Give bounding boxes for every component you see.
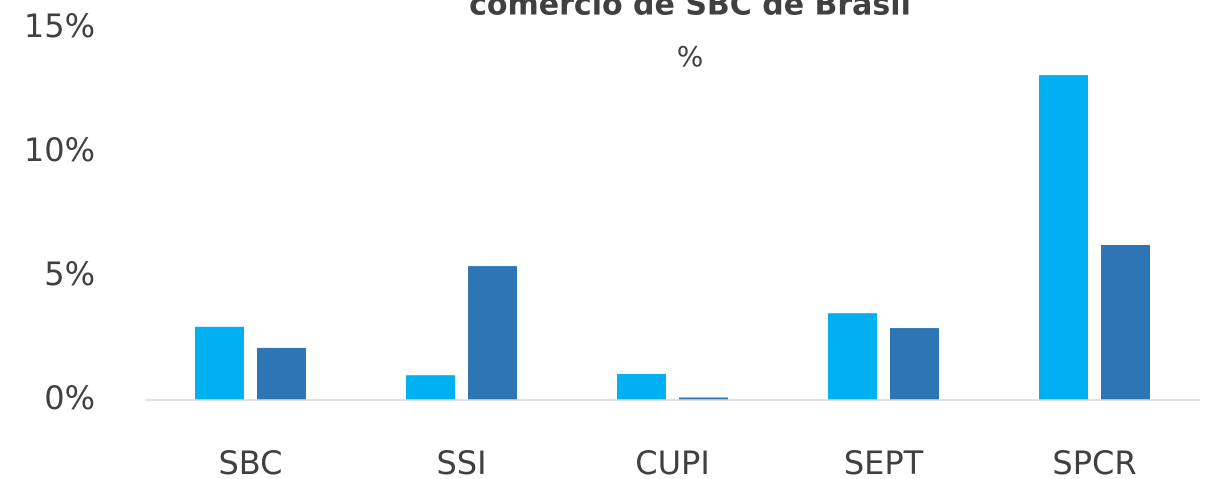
bar (828, 313, 877, 400)
y-tick-label: 15% (24, 7, 95, 45)
x-tick-label: SPCR (1052, 444, 1136, 479)
bar (195, 326, 244, 400)
chart-title: comercio de SBC de Brasil (469, 0, 911, 23)
bar (468, 266, 517, 400)
bar (257, 347, 306, 400)
x-tick-label: SSI (436, 444, 486, 479)
chart-subtitle: % (677, 40, 704, 73)
bar (1039, 75, 1088, 401)
bar (1101, 245, 1150, 400)
y-tick-label: 5% (44, 255, 95, 293)
x-tick-label: SEPT (844, 444, 924, 479)
bar (617, 373, 666, 400)
bar (890, 328, 939, 400)
y-tick-label: 0% (44, 379, 95, 417)
bar (679, 397, 728, 400)
x-tick-label: CUPI (635, 444, 710, 479)
bar (406, 375, 455, 400)
x-tick-label: SBC (218, 444, 282, 479)
y-tick-label: 10% (24, 131, 95, 169)
